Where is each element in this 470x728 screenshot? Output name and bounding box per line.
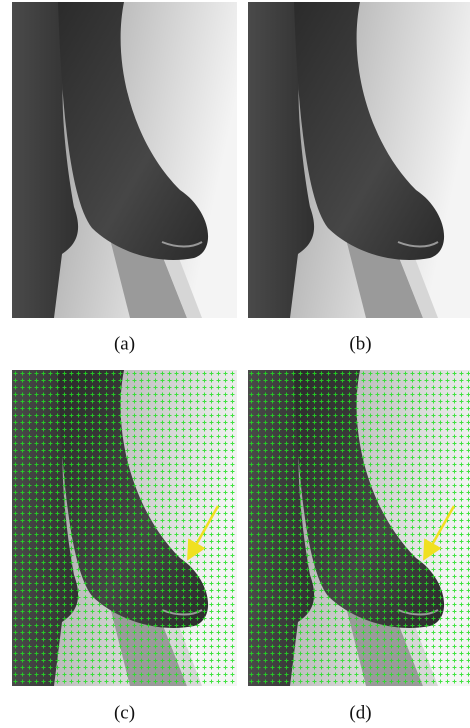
image-panel [12, 370, 237, 686]
image-panel [248, 2, 470, 318]
image-panel [12, 2, 237, 318]
panel-caption: (b) [349, 333, 371, 354]
page: (a)(b)(c)(d) (() => { const data = JSON.… [0, 0, 470, 728]
panel-caption: (c) [114, 702, 135, 723]
flow-vectors [248, 370, 470, 686]
flow-vectors [12, 370, 237, 686]
panel-caption: (d) [349, 702, 371, 723]
image-panel [248, 370, 470, 686]
panel-caption: (a) [114, 333, 135, 354]
figure: (a) (b) (c) (d) [0, 0, 470, 728]
